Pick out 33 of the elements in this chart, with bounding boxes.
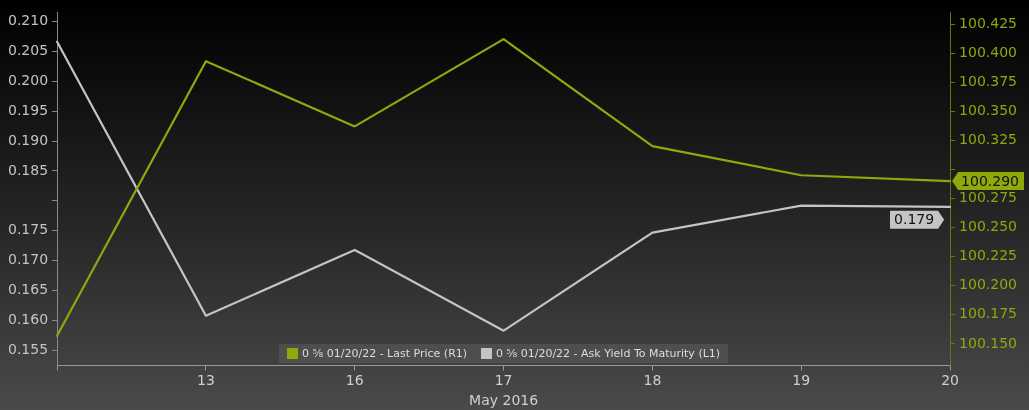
y2-tick-label: 100.400	[959, 43, 1018, 60]
legend-label: 0 ⅝ 01/20/22 - Last Price (R1)	[302, 347, 468, 361]
y-tick-label: 0.200	[7, 71, 49, 88]
x-axis-title: May 2016	[469, 392, 539, 409]
y-tick-label: 0.155	[7, 341, 49, 358]
x-tick-label: 17	[494, 372, 513, 389]
y-tick-label: 0.165	[7, 281, 49, 298]
y-tick-label: 0.205	[7, 41, 49, 58]
x-tick-label: 19	[792, 372, 811, 389]
y-tick-label: 0.185	[7, 161, 49, 178]
data-label: 0.179	[894, 211, 935, 228]
y-tick-label: 0.170	[7, 251, 49, 268]
y-tick-label: 0.160	[7, 311, 49, 328]
y-tick-label: 0.175	[7, 221, 49, 238]
x-tick-label: 18	[643, 372, 662, 389]
y2-tick-label: 100.200	[959, 276, 1018, 293]
legend-label: 0 ⅝ 01/20/22 - Ask Yield To Maturity (L1)	[496, 347, 721, 361]
y-tick-label: 0.210	[7, 12, 49, 29]
y2-tick-label: 100.275	[959, 189, 1018, 206]
y2-tick-label: 100.325	[959, 130, 1018, 147]
y-tick-label: 0.195	[7, 101, 49, 118]
x-tick-label: 20	[941, 372, 960, 389]
y2-tick-label: 100.375	[959, 72, 1018, 89]
y2-tick-label: 100.250	[959, 218, 1018, 235]
y2-tick-label: 100.150	[959, 334, 1018, 351]
y2-tick-label: 100.350	[959, 101, 1018, 118]
data-label: 100.290	[961, 172, 1020, 189]
x-tick-label: 13	[197, 372, 215, 389]
y2-tick-label: 100.425	[959, 14, 1018, 31]
y2-tick-label: 100.175	[959, 305, 1018, 322]
y2-tick-label: 100.225	[959, 247, 1018, 264]
y-tick-label: 0.190	[7, 131, 49, 148]
x-tick-label: 16	[345, 372, 364, 389]
